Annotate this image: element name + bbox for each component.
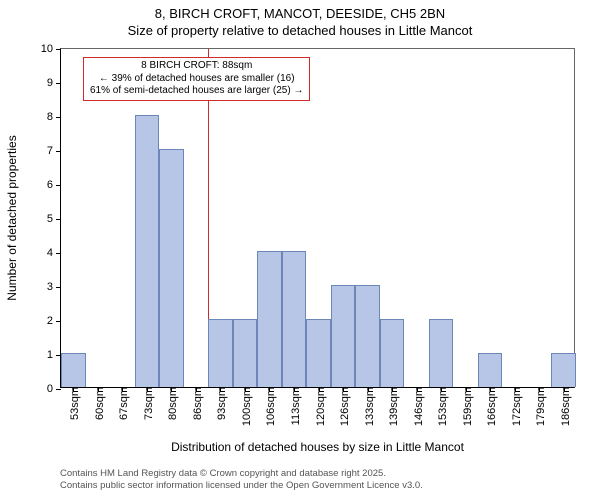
- x-tick-label: 106sqm: [261, 387, 277, 426]
- y-tick-mark: [56, 83, 61, 84]
- y-tick-mark: [56, 389, 61, 390]
- bar: [331, 285, 356, 387]
- x-tick-label: 146sqm: [409, 387, 425, 426]
- x-tick-label: 86sqm: [188, 387, 204, 420]
- y-tick-mark: [56, 117, 61, 118]
- x-tick-label: 53sqm: [65, 387, 81, 420]
- chart-container: 8, BIRCH CROFT, MANCOT, DEESIDE, CH5 2BN…: [0, 0, 600, 500]
- bar: [233, 319, 258, 387]
- footer-line: Contains HM Land Registry data © Crown c…: [60, 468, 423, 480]
- x-tick-label: 153sqm: [433, 387, 449, 426]
- y-tick-mark: [56, 185, 61, 186]
- x-tick-label: 179sqm: [531, 387, 547, 426]
- attribution-footer: Contains HM Land Registry data © Crown c…: [60, 468, 423, 492]
- title-line-1: 8, BIRCH CROFT, MANCOT, DEESIDE, CH5 2BN: [0, 6, 600, 23]
- bar: [551, 353, 576, 387]
- chart-titles: 8, BIRCH CROFT, MANCOT, DEESIDE, CH5 2BN…: [0, 6, 600, 40]
- y-tick-mark: [56, 321, 61, 322]
- x-tick-label: 93sqm: [212, 387, 228, 420]
- bar: [208, 319, 233, 387]
- y-tick-mark: [56, 219, 61, 220]
- x-tick-label: 67sqm: [114, 387, 130, 420]
- y-tick-mark: [56, 355, 61, 356]
- x-tick-label: 166sqm: [482, 387, 498, 426]
- x-tick-label: 113sqm: [286, 387, 302, 425]
- bar: [429, 319, 454, 387]
- callout-line: 8 BIRCH CROFT: 88sqm: [90, 60, 303, 73]
- bar: [159, 149, 184, 387]
- y-tick-mark: [56, 151, 61, 152]
- y-tick-mark: [56, 253, 61, 254]
- bar: [135, 115, 160, 387]
- y-tick-mark: [56, 49, 61, 50]
- y-axis-label: Number of detached properties: [5, 135, 19, 300]
- x-tick-label: 139sqm: [384, 387, 400, 426]
- callout-line: ← 39% of detached houses are smaller (16…: [90, 73, 303, 86]
- bar: [257, 251, 282, 387]
- x-tick-label: 159sqm: [458, 387, 474, 426]
- x-tick-label: 133sqm: [360, 387, 376, 426]
- x-tick-label: 60sqm: [90, 387, 106, 420]
- title-line-2: Size of property relative to detached ho…: [0, 23, 600, 40]
- property-callout: 8 BIRCH CROFT: 88sqm← 39% of detached ho…: [83, 57, 310, 101]
- bar: [380, 319, 405, 387]
- plot-area: 8 BIRCH CROFT: 88sqm← 39% of detached ho…: [60, 48, 575, 388]
- footer-line: Contains public sector information licen…: [60, 480, 423, 492]
- bar: [61, 353, 86, 387]
- x-tick-label: 126sqm: [335, 387, 351, 426]
- x-tick-label: 120sqm: [311, 387, 327, 426]
- x-tick-label: 73sqm: [139, 387, 155, 420]
- bar: [282, 251, 307, 387]
- y-tick-mark: [56, 287, 61, 288]
- bar: [306, 319, 331, 387]
- x-tick-label: 172sqm: [507, 387, 523, 426]
- bar: [355, 285, 380, 387]
- x-tick-label: 186sqm: [556, 387, 572, 426]
- x-axis-label: Distribution of detached houses by size …: [60, 440, 575, 454]
- bar: [478, 353, 503, 387]
- callout-line: 61% of semi-detached houses are larger (…: [90, 85, 303, 98]
- x-tick-label: 100sqm: [237, 387, 253, 426]
- x-tick-label: 80sqm: [163, 387, 179, 420]
